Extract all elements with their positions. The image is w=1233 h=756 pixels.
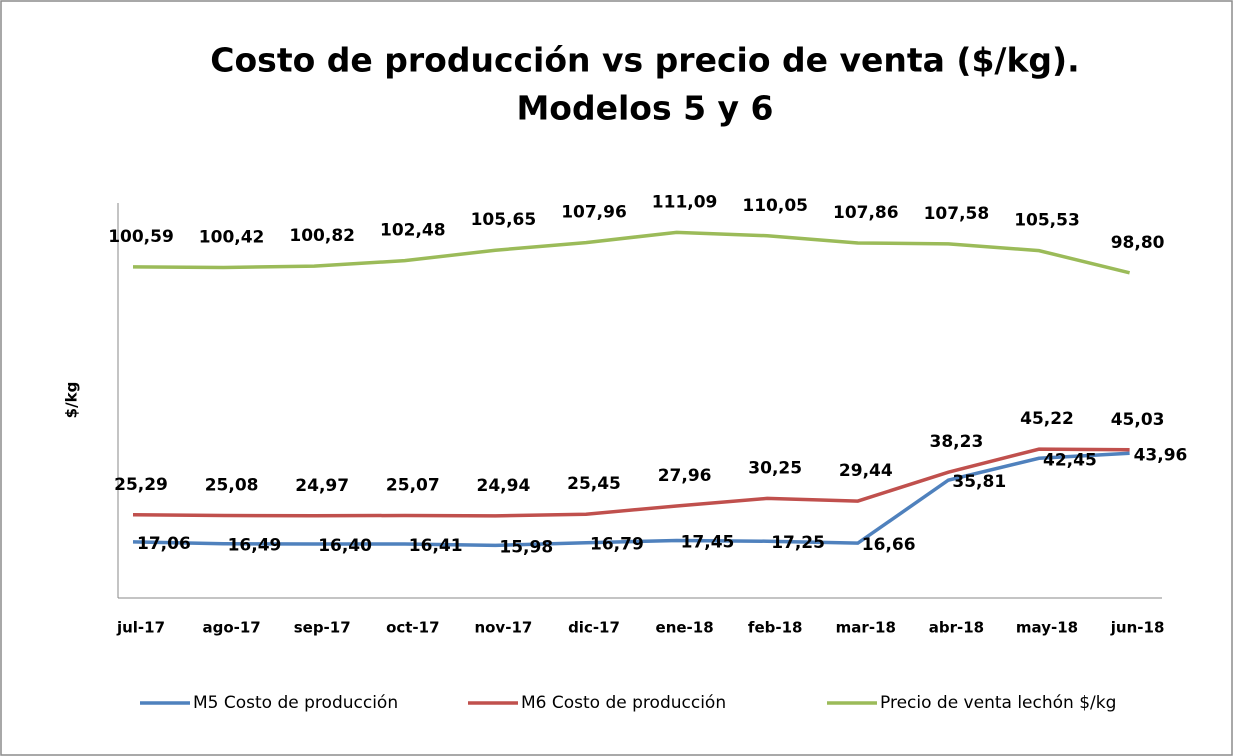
data-label: 42,45 [1043,450,1097,470]
data-label: 24,94 [477,476,531,496]
data-label: 15,98 [499,537,553,557]
data-label: 16,66 [862,535,916,555]
legend-label: M5 Costo de producción [193,693,398,713]
legend-label: M6 Costo de producción [521,693,726,713]
data-label: 43,96 [1134,445,1188,465]
legend-label: Precio de venta lechón $/kg [880,693,1116,713]
data-label: 107,86 [833,203,899,223]
data-label: 17,45 [681,533,735,553]
data-label: 105,53 [1014,211,1080,231]
data-label: 25,45 [567,474,621,494]
data-label: 17,25 [771,533,825,553]
x-tick-label: ene-18 [656,619,714,637]
x-tick-label: oct-17 [386,619,439,637]
data-label: 25,07 [386,475,440,495]
data-label: 30,25 [748,458,802,478]
data-label: 16,41 [409,536,463,556]
data-label: 45,03 [1111,410,1165,430]
data-label: 16,79 [590,535,644,555]
data-label: 25,08 [205,475,259,495]
data-label: 107,96 [561,203,627,223]
data-label: 98,80 [1111,233,1165,253]
data-label: 102,48 [380,221,446,241]
series-line [132,451,1130,548]
data-label: 29,44 [839,461,893,481]
data-label: 38,23 [930,432,984,452]
series-line [132,447,1130,518]
data-label: 100,42 [199,227,265,247]
data-label: 24,97 [295,476,349,496]
x-tick-label: nov-17 [474,619,532,637]
data-label: 27,96 [658,466,712,486]
chart-title: Modelos 5 y 6 [516,89,773,128]
data-label: 100,59 [108,227,174,247]
data-label: 45,22 [1020,409,1074,429]
x-tick-label: sep-17 [294,619,351,637]
x-tick-label: feb-18 [748,619,803,637]
x-tick-label: jul-17 [116,619,165,637]
data-label: 16,49 [228,536,282,556]
data-label: 105,65 [471,210,537,230]
data-label: 17,06 [137,534,191,554]
series-line [132,230,1131,275]
data-label: 16,40 [318,536,372,556]
data-label: 25,29 [114,475,168,495]
x-tick-label: dic-17 [568,619,620,637]
data-label: 35,81 [952,472,1006,492]
x-tick-label: ago-17 [202,619,260,637]
data-label: 100,82 [289,226,355,246]
data-label: 111,09 [652,192,718,212]
x-tick-label: abr-18 [929,619,984,637]
y-axis-label: $/kg [63,382,81,419]
x-tick-label: may-18 [1016,619,1078,637]
data-label: 110,05 [742,196,808,216]
chart-title: Costo de producción vs precio de venta (… [210,41,1079,80]
x-tick-label: jun-18 [1110,619,1165,637]
data-label: 107,58 [924,204,990,224]
x-tick-label: mar-18 [836,619,896,637]
